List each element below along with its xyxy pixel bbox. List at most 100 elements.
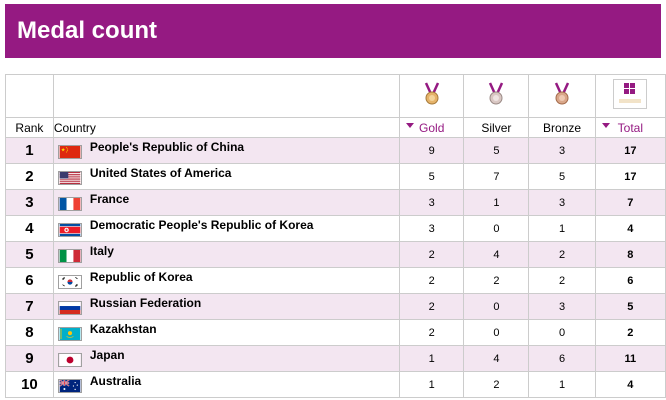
grid-view-icon[interactable] xyxy=(613,78,648,109)
table-row[interactable]: 10 Australia 1 2 1 4 xyxy=(5,371,666,398)
country-cell[interactable]: Japan xyxy=(52,345,401,372)
country-name[interactable]: Australia xyxy=(89,374,142,388)
country-name[interactable]: United States of America xyxy=(89,166,232,180)
total-icon-cell xyxy=(594,74,666,118)
flag-kazakhstan-icon xyxy=(57,327,82,341)
country-name[interactable]: Democratic People's Republic of Korea xyxy=(89,218,314,232)
total-count-cell: 4 xyxy=(594,371,666,398)
flag-china-icon xyxy=(57,145,82,159)
country-name[interactable]: France xyxy=(89,192,130,206)
icon-row-empty-rank xyxy=(5,74,54,118)
header-banner: Medal count xyxy=(5,4,661,58)
silver-count-cell: 2 xyxy=(463,371,530,398)
total-header[interactable]: Total xyxy=(594,117,666,138)
table-row[interactable]: 8 Kazakhstan 2 0 0 2 xyxy=(5,319,666,346)
bronze-count-cell: 0 xyxy=(528,319,596,346)
flag-france-icon xyxy=(57,197,82,211)
page-title: Medal count xyxy=(17,17,158,44)
table-row[interactable]: 1 People's Republic of China 9 5 3 17 xyxy=(5,137,666,164)
gold-count-cell: 3 xyxy=(399,215,465,242)
gold-count-cell: 2 xyxy=(399,319,465,346)
silver-count-cell: 4 xyxy=(463,241,530,268)
country-cell[interactable]: Kazakhstan xyxy=(52,319,401,346)
country-name[interactable]: People's Republic of China xyxy=(89,140,245,154)
rank-cell: 8 xyxy=(5,319,54,346)
rank-cell: 2 xyxy=(5,163,54,190)
table-row[interactable]: 5 Italy 2 4 2 8 xyxy=(5,241,666,268)
bronze-count-cell: 1 xyxy=(528,371,596,398)
bronze-count-cell: 3 xyxy=(528,137,596,164)
country-cell[interactable]: Australia xyxy=(52,371,401,398)
country-cell[interactable]: Russian Federation xyxy=(52,293,401,320)
table-row[interactable]: 4 Democratic People's Republic of Korea 3 0… xyxy=(5,215,666,242)
table-row[interactable]: 3 France 3 1 3 7 xyxy=(5,189,666,216)
rank-cell: 3 xyxy=(5,189,54,216)
rank-header: Rank xyxy=(5,117,54,138)
bronze-count-cell: 6 xyxy=(528,345,596,372)
total-count-cell: 4 xyxy=(594,215,666,242)
rank-cell: 5 xyxy=(5,241,54,268)
total-header-label: Total xyxy=(617,120,644,135)
country-name[interactable]: Japan xyxy=(89,348,125,362)
header-row: Rank Country Gold Silver Bronze Total xyxy=(5,117,666,138)
gold-count-cell: 1 xyxy=(399,345,465,372)
gold-medal-icon xyxy=(424,81,439,104)
table-row[interactable]: 2 United States of America 5 7 5 17 xyxy=(5,163,666,190)
total-count-cell: 2 xyxy=(594,319,666,346)
silver-count-cell: 4 xyxy=(463,345,530,372)
icon-row xyxy=(5,74,666,118)
bronze-count-cell: 5 xyxy=(528,163,596,190)
total-count-cell: 8 xyxy=(594,241,666,268)
sort-arrow-icon xyxy=(601,123,610,128)
silver-medal-cell xyxy=(463,74,530,118)
gold-header[interactable]: Gold xyxy=(399,117,465,138)
table-row[interactable]: 6 Republic of Korea 2 2 2 6 xyxy=(5,267,666,294)
medal-table: Rank Country Gold Silver Bronze Total 1 P… xyxy=(5,74,666,398)
gold-count-cell: 2 xyxy=(399,293,465,320)
silver-count-cell: 0 xyxy=(463,215,530,242)
country-name[interactable]: Republic of Korea xyxy=(89,270,193,284)
country-cell[interactable]: France xyxy=(52,189,401,216)
country-name[interactable]: Kazakhstan xyxy=(89,322,157,336)
flag-italy-icon xyxy=(57,249,82,263)
silver-count-cell: 0 xyxy=(463,293,530,320)
silver-count-cell: 5 xyxy=(463,137,530,164)
flag-usa-icon xyxy=(57,171,82,185)
total-count-cell: 17 xyxy=(594,163,666,190)
bronze-count-cell: 1 xyxy=(528,215,596,242)
gold-count-cell: 5 xyxy=(399,163,465,190)
country-name[interactable]: Russian Federation xyxy=(89,296,202,310)
flag-south-korea-icon xyxy=(57,275,82,289)
flag-japan-icon xyxy=(57,353,82,367)
table-row[interactable]: 7 Russian Federation 2 0 3 5 xyxy=(5,293,666,320)
total-count-cell: 5 xyxy=(594,293,666,320)
country-name[interactable]: Italy xyxy=(89,244,114,258)
country-header: Country xyxy=(52,117,401,138)
country-cell[interactable]: Republic of Korea xyxy=(52,267,401,294)
gold-count-cell: 2 xyxy=(399,241,465,268)
bronze-header[interactable]: Bronze xyxy=(528,117,596,138)
country-cell[interactable]: United States of America xyxy=(52,163,401,190)
total-count-cell: 17 xyxy=(594,137,666,164)
bronze-count-cell: 2 xyxy=(528,241,596,268)
gold-medal-cell xyxy=(399,74,465,118)
rank-cell: 1 xyxy=(5,137,54,164)
silver-count-cell: 0 xyxy=(463,319,530,346)
gold-header-label: Gold xyxy=(419,120,445,135)
country-cell[interactable]: Italy xyxy=(52,241,401,268)
gold-count-cell: 3 xyxy=(399,189,465,216)
bronze-medal-cell xyxy=(528,74,596,118)
rank-cell: 6 xyxy=(5,267,54,294)
flag-russia-icon xyxy=(57,301,82,315)
gold-count-cell: 1 xyxy=(399,371,465,398)
table-row[interactable]: 9 Japan 1 4 6 11 xyxy=(5,345,666,372)
gold-count-cell: 2 xyxy=(399,267,465,294)
silver-count-cell: 1 xyxy=(463,189,530,216)
bronze-count-cell: 3 xyxy=(528,189,596,216)
total-count-cell: 6 xyxy=(594,267,666,294)
country-cell[interactable]: Democratic People's Republic of Korea xyxy=(52,215,401,242)
silver-header[interactable]: Silver xyxy=(463,117,530,138)
country-cell[interactable]: People's Republic of China xyxy=(52,137,401,164)
total-count-cell: 11 xyxy=(594,345,666,372)
flag-australia-icon xyxy=(57,379,82,393)
